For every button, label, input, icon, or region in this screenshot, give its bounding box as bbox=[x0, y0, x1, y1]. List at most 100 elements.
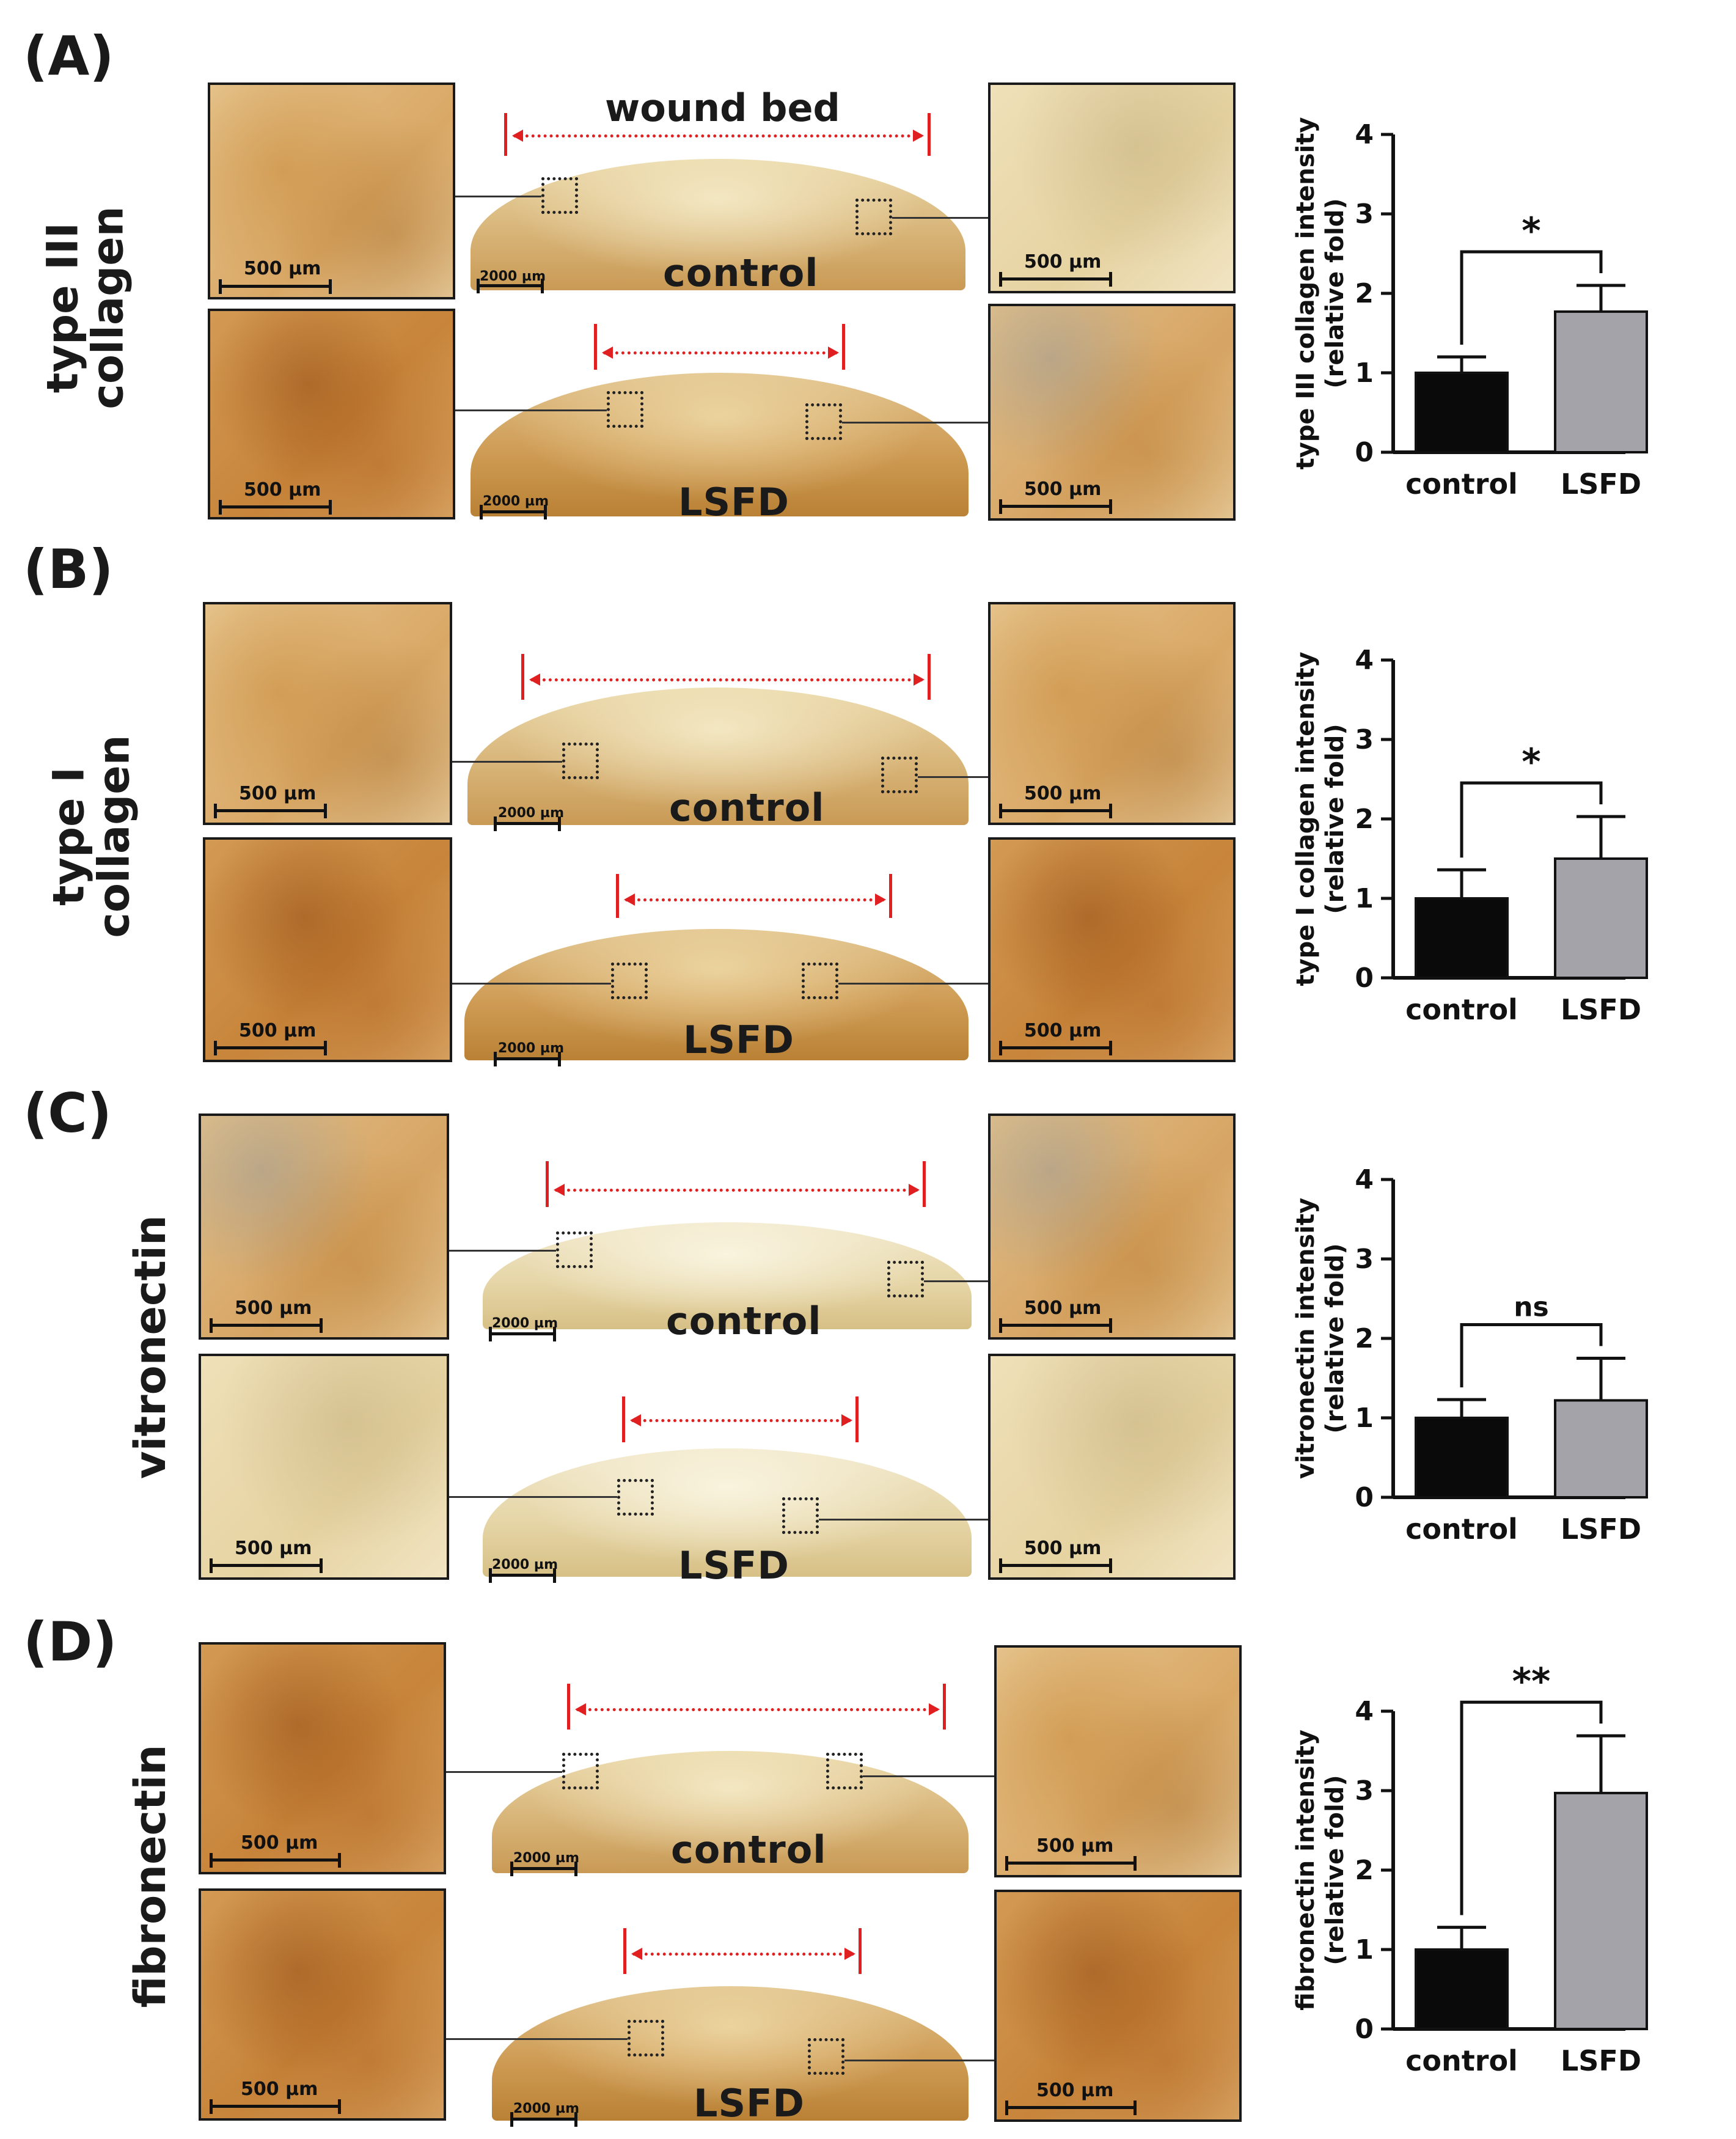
wound-bed-label: wound bed bbox=[605, 86, 840, 130]
significance-label: * bbox=[1522, 741, 1540, 783]
bar-lsfd bbox=[1554, 857, 1648, 979]
micrograph-a-control-left: 500 µm bbox=[208, 83, 455, 299]
roi-box bbox=[826, 1753, 863, 1789]
x-tick-label: control bbox=[1405, 468, 1518, 501]
section-scale-bar bbox=[494, 816, 561, 831]
arrow-tick-left bbox=[521, 654, 524, 700]
roi-box bbox=[887, 1261, 924, 1297]
roi-box bbox=[617, 1479, 654, 1516]
section-scale-label: 2000 µm bbox=[483, 494, 549, 509]
scale-label: 500 µm bbox=[241, 2078, 318, 2100]
scale-label: 500 µm bbox=[1024, 783, 1102, 804]
wound-bed-arrow bbox=[631, 1948, 855, 1960]
y-tick-label: 2 bbox=[1355, 804, 1374, 835]
significance-bracket bbox=[1460, 781, 1603, 858]
arrow-tick-right bbox=[842, 324, 845, 370]
wound-bed-arrow bbox=[512, 130, 924, 142]
x-tick-label: LSFD bbox=[1561, 993, 1641, 1026]
connector-line bbox=[455, 196, 541, 197]
roi-box bbox=[782, 1497, 819, 1534]
arrow-tick-right bbox=[928, 654, 931, 700]
roi-box bbox=[611, 963, 648, 999]
arrow-tick-right bbox=[923, 1161, 926, 1207]
arrow-tick-left bbox=[622, 1396, 625, 1442]
scale-label: 500 µm bbox=[1024, 1020, 1102, 1041]
y-tick-label: 0 bbox=[1355, 2014, 1374, 2045]
scale-bar bbox=[999, 1558, 1112, 1573]
y-tick-label: 4 bbox=[1355, 1164, 1374, 1195]
section-scale-label: 2000 µm bbox=[492, 1316, 559, 1331]
arrow-tick-right bbox=[928, 113, 931, 156]
arrow-tick-right bbox=[859, 1928, 862, 1974]
roi-box bbox=[808, 2038, 844, 2075]
group-label-control: control bbox=[671, 1827, 827, 1872]
arrow-tick-right bbox=[943, 1684, 946, 1730]
section-scale-label: 2000 µm bbox=[498, 805, 565, 821]
x-tick-label: LSFD bbox=[1561, 468, 1641, 501]
scale-bar bbox=[999, 1318, 1112, 1333]
roi-box bbox=[855, 199, 892, 235]
significance-label: ns bbox=[1514, 1292, 1549, 1323]
x-tick-label: LSFD bbox=[1561, 1513, 1641, 1546]
scale-label: 500 µm bbox=[1036, 2080, 1114, 2101]
row-label-vitronectin: vitronectin bbox=[125, 1215, 175, 1479]
micrograph-b-control-left: 500 µm bbox=[203, 602, 452, 825]
y-tick-label: 0 bbox=[1355, 437, 1374, 468]
y-tick-label: 4 bbox=[1355, 1696, 1374, 1727]
y-tick-label: 0 bbox=[1355, 1482, 1374, 1513]
connector-line bbox=[452, 983, 611, 985]
panel-letter-a: (A) bbox=[23, 24, 114, 87]
scale-bar bbox=[999, 499, 1112, 514]
bar-control bbox=[1415, 372, 1509, 453]
connector-line bbox=[449, 1250, 556, 1252]
bar-control bbox=[1415, 1417, 1509, 1499]
connector-line bbox=[838, 983, 988, 985]
arrow-tick-left bbox=[623, 1928, 626, 1974]
roi-box bbox=[805, 403, 842, 440]
section-scale-label: 2000 µm bbox=[480, 269, 546, 284]
scale-bar bbox=[210, 2099, 341, 2114]
x-tick-label: control bbox=[1405, 2044, 1518, 2077]
micrograph-a-lsfd-right: 500 µm bbox=[988, 304, 1236, 521]
bar-lsfd bbox=[1554, 310, 1648, 453]
wound-bed-arrow bbox=[624, 893, 886, 906]
scale-bar bbox=[999, 1041, 1112, 1055]
roi-box bbox=[802, 963, 838, 999]
scale-label: 500 µm bbox=[1024, 1538, 1102, 1559]
wound-bed-arrow bbox=[554, 1184, 920, 1196]
y-tick-label: 3 bbox=[1355, 724, 1374, 755]
roi-box bbox=[628, 2020, 664, 2056]
bar-control bbox=[1415, 897, 1509, 979]
significance-bracket bbox=[1460, 1323, 1603, 1388]
roi-box bbox=[607, 391, 643, 428]
scale-bar bbox=[999, 272, 1112, 287]
group-label-lsfd: LSFD bbox=[683, 1018, 794, 1062]
group-label-control: control bbox=[669, 785, 825, 830]
row-label-fibronectin: fibronectin bbox=[125, 1744, 175, 2008]
scale-label: 500 µm bbox=[1036, 1835, 1114, 1857]
group-label-lsfd: LSFD bbox=[678, 480, 789, 524]
section-scale-bar bbox=[510, 2112, 577, 2127]
micrograph-c-lsfd-right: 500 µm bbox=[988, 1354, 1236, 1580]
roi-box bbox=[881, 757, 918, 793]
y-axis-label: vitronectin intensity(relative fold) bbox=[1292, 1198, 1349, 1479]
micrograph-d-control-right: 500 µm bbox=[994, 1645, 1242, 1877]
micrograph-b-control-right: 500 µm bbox=[988, 602, 1236, 825]
bar-control bbox=[1415, 1948, 1509, 2030]
scale-label: 500 µm bbox=[244, 479, 321, 501]
micrograph-a-control-right: 500 µm bbox=[988, 83, 1236, 293]
row-label-type-iii-collagen: type III collagen bbox=[37, 206, 133, 409]
y-tick-label: 1 bbox=[1355, 1934, 1374, 1965]
roi-box bbox=[556, 1231, 593, 1268]
x-tick-label: control bbox=[1405, 993, 1518, 1026]
scale-label: 500 µm bbox=[1024, 1297, 1102, 1319]
micrograph-b-lsfd-right: 500 µm bbox=[988, 837, 1236, 1062]
micrograph-d-control-left: 500 µm bbox=[199, 1642, 446, 1874]
y-axis-label: fibronectin intensity(relative fold) bbox=[1292, 1730, 1349, 2011]
micrograph-d-lsfd-right: 500 µm bbox=[994, 1890, 1242, 2122]
y-tick-label: 2 bbox=[1355, 278, 1374, 309]
scale-bar bbox=[214, 1041, 327, 1055]
scale-bar bbox=[999, 804, 1112, 818]
row-label-type-i-collagen: type I collagen bbox=[43, 735, 139, 938]
